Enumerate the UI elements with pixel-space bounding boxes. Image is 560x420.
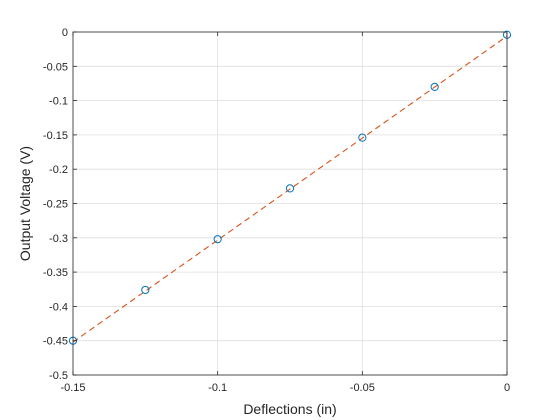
y-tick-label: -0.2 [49, 164, 68, 176]
series-layer [68, 30, 512, 345]
y-tick-label: -0.15 [43, 130, 68, 142]
y-tick-label: -0.05 [43, 61, 68, 73]
ticks: -0.15 -0.1 -0.05 0 0 -0.05 -0.1 -0.15 -0.2 -0.25 -… [43, 27, 510, 394]
fit-line [72, 35, 508, 343]
y-tick-label: -0.45 [43, 336, 68, 348]
y-tick-label: 0 [62, 27, 68, 39]
x-axis-label: Deflections (in) [243, 401, 336, 417]
y-tick-label: -0.35 [43, 267, 68, 279]
data-point [430, 82, 439, 91]
y-tick-label: -0.5 [49, 370, 68, 382]
x-tick-label: -0.05 [350, 382, 375, 394]
y-tick-label: -0.3 [49, 233, 68, 245]
x-tick-label: 0 [504, 382, 510, 394]
y-axis-label: Output Voltage (V) [17, 146, 33, 261]
data-point [285, 184, 295, 193]
data-point [213, 235, 222, 244]
data-point [141, 285, 150, 295]
data-point [358, 133, 367, 142]
y-tick-label: -0.4 [49, 301, 68, 313]
y-tick-label: -0.1 [49, 96, 68, 108]
y-tick-label: -0.25 [43, 199, 68, 211]
x-tick-label: -0.15 [60, 382, 85, 394]
x-tick-label: -0.1 [208, 382, 227, 394]
